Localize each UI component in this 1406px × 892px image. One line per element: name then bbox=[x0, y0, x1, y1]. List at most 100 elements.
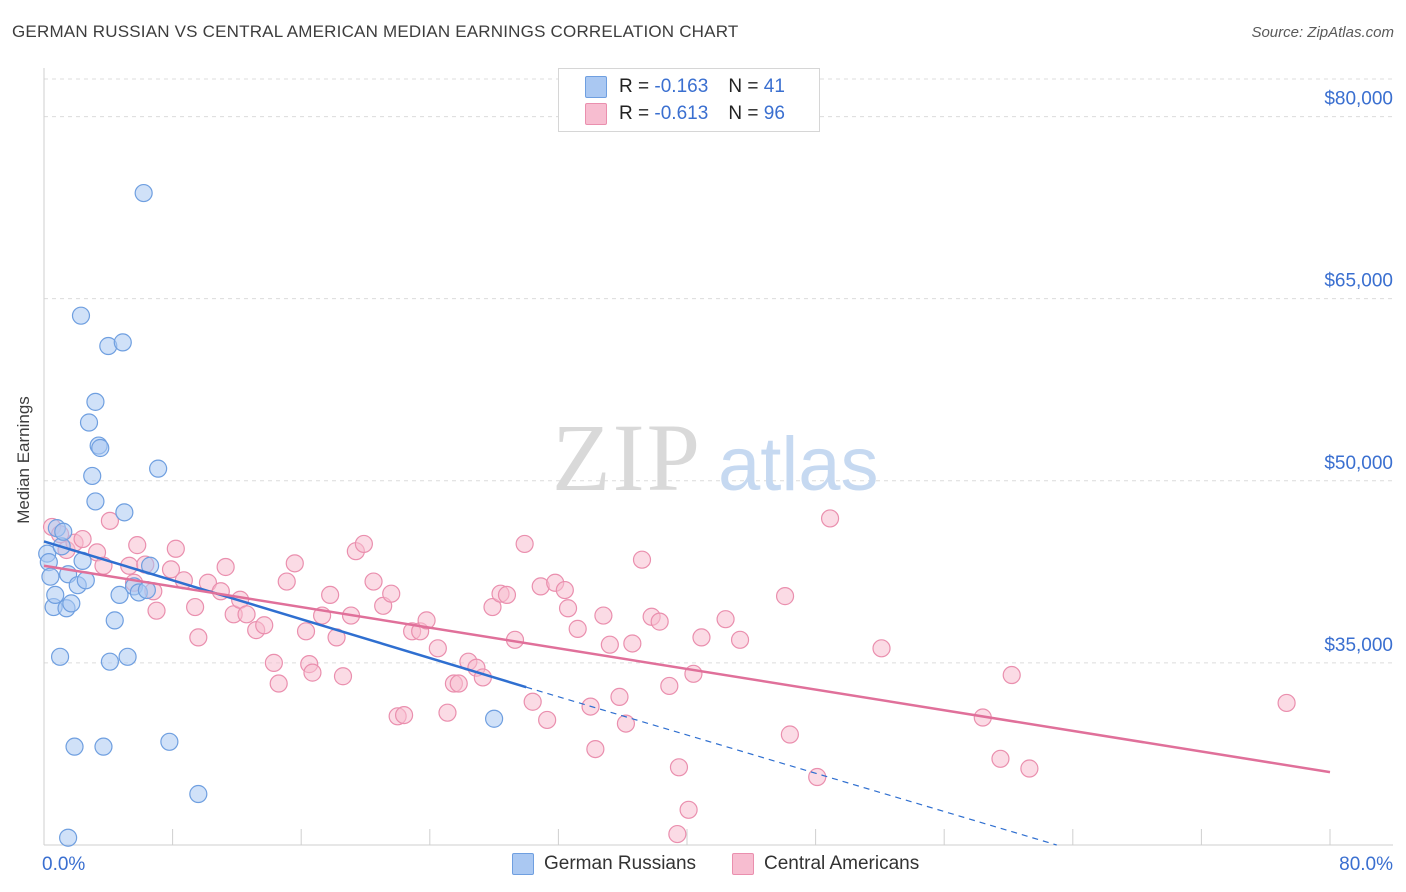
y-axis-label: Median Earnings bbox=[14, 396, 33, 524]
central-american-point bbox=[632, 550, 652, 569]
german-russian-point bbox=[118, 647, 137, 666]
german-russian-point bbox=[46, 585, 65, 605]
central-american-point bbox=[594, 606, 613, 625]
central-american-point bbox=[515, 534, 534, 554]
central-american-point bbox=[610, 687, 629, 706]
legend-row-central-americans: R = -0.613 N = 96 bbox=[585, 102, 785, 126]
bottom-legend-central-americans: Central Americans bbox=[732, 852, 919, 876]
legend-r-label: R = bbox=[619, 103, 650, 124]
german-russians-trend-line bbox=[43, 540, 527, 689]
central-american-point bbox=[73, 529, 92, 549]
central-american-point bbox=[555, 580, 574, 600]
german-russians-trend-extension bbox=[526, 686, 1057, 846]
watermark-zip: ZIP bbox=[552, 404, 702, 511]
central-american-point bbox=[523, 692, 542, 711]
legend-swatch-blue bbox=[585, 76, 607, 98]
watermark: ZIP atlas bbox=[552, 404, 879, 511]
german-russian-point bbox=[160, 732, 179, 751]
central-american-point bbox=[189, 628, 208, 647]
correlation-legend: R = -0.163 N = 41 R = -0.613 N = 96 bbox=[558, 68, 820, 132]
axes bbox=[43, 68, 1393, 846]
german-russian-point bbox=[83, 466, 102, 486]
central-american-point bbox=[538, 710, 557, 730]
central-american-point bbox=[237, 605, 256, 624]
central-american-point bbox=[780, 725, 799, 744]
central-american-point bbox=[660, 676, 679, 696]
central-american-point bbox=[333, 667, 353, 686]
central-american-point bbox=[100, 511, 120, 530]
central-american-point bbox=[558, 599, 578, 618]
german-russian-point bbox=[41, 567, 60, 586]
central-american-point bbox=[668, 824, 687, 844]
legend-n-value: 96 bbox=[763, 103, 785, 124]
central-american-point bbox=[872, 639, 891, 658]
central-american-point bbox=[264, 653, 283, 672]
central-american-point bbox=[623, 634, 642, 653]
german-russian-point bbox=[105, 611, 124, 630]
central-americans-trend-line bbox=[43, 564, 1331, 774]
german-russian-point bbox=[115, 503, 134, 522]
central-american-point bbox=[600, 635, 619, 654]
central-american-point bbox=[186, 597, 205, 617]
bottom-legend-label: Central Americans bbox=[764, 853, 920, 874]
central-american-point bbox=[991, 749, 1010, 768]
y-tick-label: $50,000 bbox=[1324, 453, 1393, 474]
bottom-legend-swatch-blue bbox=[512, 853, 534, 875]
german-russian-point bbox=[149, 459, 168, 478]
german-russian-point bbox=[86, 492, 105, 511]
german-russian-point bbox=[91, 438, 110, 458]
trend-lines bbox=[43, 540, 1331, 846]
central-american-point bbox=[438, 703, 457, 722]
central-american-point bbox=[669, 758, 689, 777]
x-tick-label: 80.0% bbox=[1339, 854, 1393, 875]
central-american-point bbox=[497, 585, 517, 605]
legend-r-value: -0.613 bbox=[654, 103, 709, 124]
central-american-point bbox=[285, 554, 304, 573]
bottom-legend-german-russians: German Russians bbox=[512, 852, 696, 876]
central-american-point bbox=[161, 560, 181, 579]
german-russian-point bbox=[100, 652, 120, 671]
german-russian-point bbox=[65, 737, 84, 756]
german-russian-point bbox=[71, 306, 91, 325]
german-russian-point bbox=[86, 392, 105, 411]
german-russian-point bbox=[62, 594, 81, 613]
x-tick-label: 0.0% bbox=[42, 854, 85, 875]
legend-row-german-russians: R = -0.163 N = 41 bbox=[585, 75, 785, 99]
central-american-point bbox=[1020, 759, 1039, 778]
y-tick-label: $35,000 bbox=[1324, 635, 1393, 656]
german-russian-point bbox=[59, 828, 78, 847]
legend-n-value: 41 bbox=[763, 76, 785, 97]
central-american-point bbox=[269, 674, 288, 693]
central-american-point bbox=[1277, 693, 1296, 713]
central-american-point bbox=[417, 611, 436, 630]
legend-r-label: R = bbox=[619, 76, 650, 97]
german-russian-point bbox=[110, 585, 129, 605]
german-russians-points bbox=[38, 183, 504, 847]
central-american-point bbox=[568, 619, 587, 638]
german-russian-point bbox=[189, 784, 208, 804]
central-american-point bbox=[354, 534, 373, 554]
central-american-point bbox=[394, 705, 414, 725]
y-tick-label: $65,000 bbox=[1324, 271, 1393, 292]
central-american-point bbox=[277, 572, 296, 591]
legend-swatch-pink bbox=[585, 103, 607, 125]
source-label: Source: ZipAtlas.com bbox=[1251, 24, 1394, 41]
central-american-point bbox=[692, 628, 711, 647]
legend-n-label: N = bbox=[728, 76, 759, 97]
central-american-point bbox=[364, 572, 383, 591]
central-american-point bbox=[820, 509, 840, 528]
central-american-point bbox=[483, 597, 502, 617]
central-american-point bbox=[730, 630, 750, 649]
german-russian-point bbox=[485, 709, 504, 728]
central-americans-points bbox=[42, 509, 1296, 844]
central-american-point bbox=[382, 584, 401, 603]
central-american-point bbox=[166, 539, 185, 558]
central-american-point bbox=[616, 714, 636, 733]
bottom-legend-swatch-pink bbox=[732, 853, 754, 875]
german-russian-point bbox=[54, 522, 73, 541]
tick-labels: $35,000 $50,000 $65,000 $80,000 0.0% 80.0% bbox=[42, 89, 1393, 875]
german-russian-point bbox=[134, 183, 153, 203]
central-american-point bbox=[147, 601, 166, 620]
central-american-point bbox=[216, 557, 235, 577]
